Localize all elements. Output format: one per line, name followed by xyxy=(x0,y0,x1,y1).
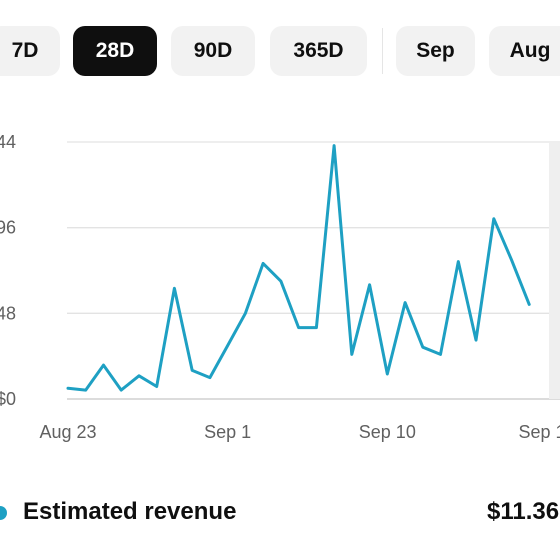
tab-90d[interactable]: 90D xyxy=(171,26,255,76)
tab-365d[interactable]: 365D xyxy=(270,26,367,76)
data-point xyxy=(244,312,247,315)
y-tick-label: $0 xyxy=(0,389,16,409)
x-tick-label: Aug 23 xyxy=(39,422,96,442)
tab-7d[interactable]: 7D xyxy=(0,26,60,76)
data-point xyxy=(528,303,531,306)
data-point xyxy=(191,369,194,372)
data-point xyxy=(67,387,70,390)
revenue-series-line xyxy=(66,144,531,392)
data-point xyxy=(155,385,158,388)
data-point xyxy=(279,280,282,283)
data-point xyxy=(457,260,460,263)
data-point xyxy=(262,262,265,265)
data-point xyxy=(173,287,176,290)
y-tick-label: $1.44 xyxy=(0,132,16,152)
data-point xyxy=(404,301,407,304)
x-tick-label: Sep 10 xyxy=(359,422,416,442)
tab-month-aug[interactable]: Aug xyxy=(489,26,560,76)
tab-month-sep[interactable]: Sep xyxy=(396,26,475,76)
data-point xyxy=(439,353,442,356)
data-point xyxy=(510,258,513,261)
data-point xyxy=(386,373,389,376)
data-point xyxy=(492,217,495,220)
data-point xyxy=(315,326,318,329)
revenue-chart-svg: $1.44 $0.96 $0.48 $0 Aug 23 Sep 1 Sep 10 Sep 19 xyxy=(0,132,560,442)
legend-value: $11.36 xyxy=(487,498,560,525)
data-point xyxy=(421,346,424,349)
series-color-dot xyxy=(0,506,7,520)
data-point xyxy=(475,339,478,342)
data-point xyxy=(102,364,105,367)
x-tick-label: Sep 19 xyxy=(518,422,560,442)
period-selector: 7D 28D 90D 365D Sep Aug xyxy=(0,0,560,105)
y-tick-label: $0.48 xyxy=(0,303,16,323)
revenue-legend: Estimated revenue $11.36 xyxy=(0,490,560,540)
tab-28d[interactable]: 28D xyxy=(73,26,157,76)
data-point xyxy=(297,326,300,329)
data-point xyxy=(120,389,123,392)
data-point xyxy=(333,144,336,147)
revenue-chart: $1.44 $0.96 $0.48 $0 Aug 23 Sep 1 Sep 10 Sep 19 xyxy=(0,105,560,455)
data-point xyxy=(208,376,211,379)
data-point xyxy=(368,283,371,286)
x-tick-label: Sep 1 xyxy=(204,422,251,442)
legend-label: Estimated revenue xyxy=(23,498,237,525)
y-tick-label: $0.96 xyxy=(0,218,16,238)
data-point xyxy=(226,344,229,347)
data-point xyxy=(137,374,140,377)
data-point xyxy=(350,353,353,356)
data-point xyxy=(84,389,87,392)
hover-band xyxy=(549,143,560,399)
chip-divider xyxy=(382,28,383,74)
